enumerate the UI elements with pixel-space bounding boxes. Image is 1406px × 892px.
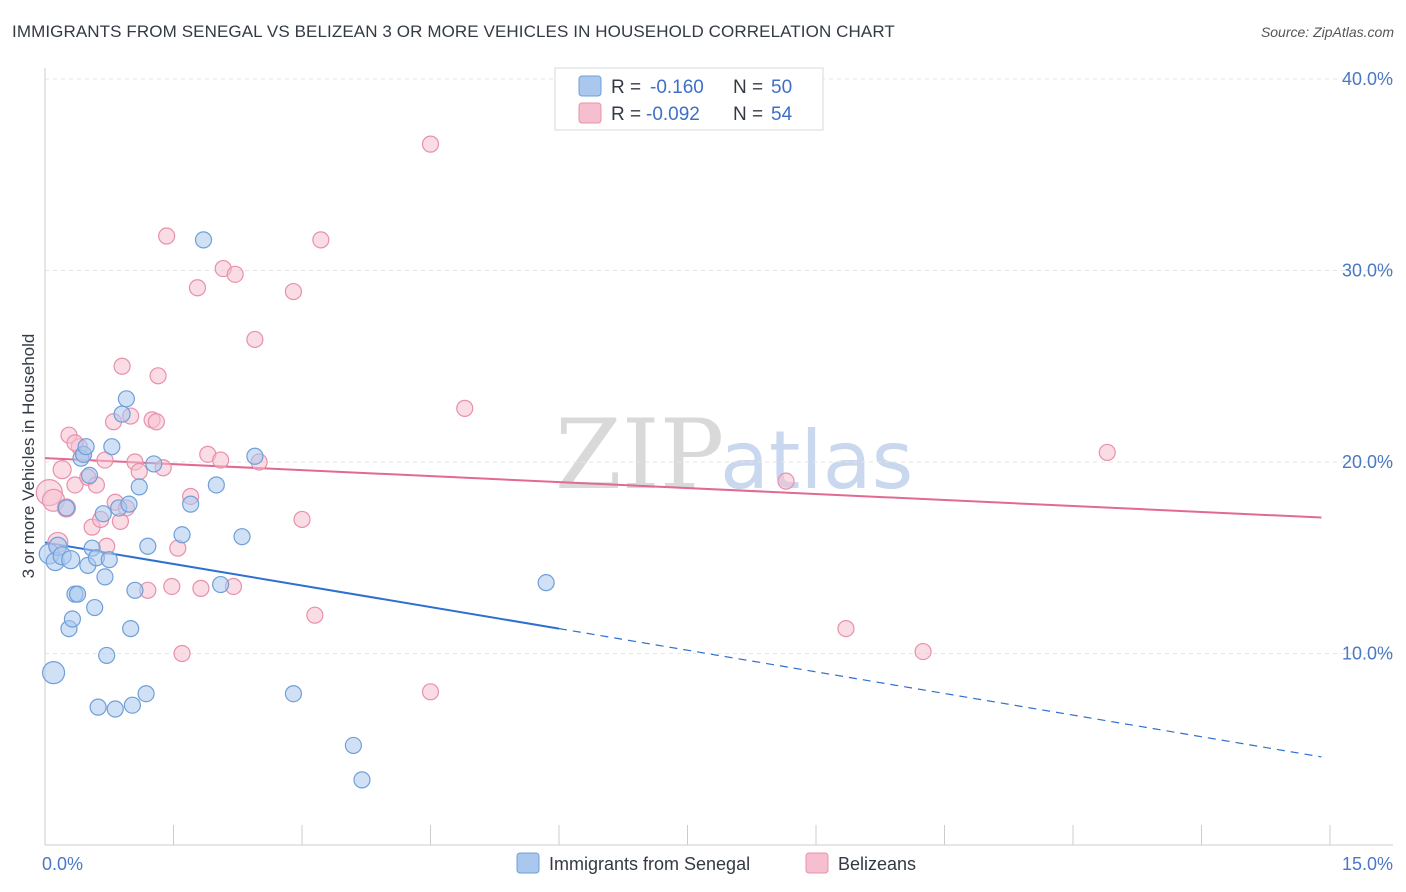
point-blue-20	[94, 505, 112, 523]
point-pink-52	[147, 413, 165, 431]
point-blue-32	[126, 581, 144, 599]
point-pink-13	[96, 451, 114, 469]
point-blue-44	[284, 685, 303, 703]
point-pink-3	[52, 460, 72, 480]
point-blue-46	[353, 771, 371, 789]
point-pink-22	[130, 462, 148, 481]
point-blue-41	[212, 575, 230, 594]
axes	[44, 68, 1393, 846]
point-blue-39	[194, 231, 213, 249]
point-blue-27	[113, 405, 131, 423]
bottom-legend-swatch-senegal	[516, 852, 540, 874]
point-pink-42	[293, 510, 311, 529]
legend-n-value-belizeans: 54	[771, 104, 793, 125]
trend-line-extension-0	[558, 628, 1322, 758]
point-blue-22	[98, 646, 116, 665]
legend-box: R = -0.160 N = 50 R = -0.092 N = 54	[554, 67, 824, 131]
point-blue-5	[57, 499, 76, 517]
x-tick-label-min: 0.0%	[42, 854, 83, 874]
y-tick-labels: 10.0% 20.0% 30.0% 40.0%	[1342, 69, 1393, 664]
point-pink-33	[192, 579, 210, 597]
x-tick-label-max: 15.0%	[1342, 854, 1393, 874]
point-pink-48	[777, 472, 795, 490]
point-pink-47	[456, 399, 474, 417]
point-blue-25	[106, 700, 124, 718]
point-blue-33	[130, 478, 148, 496]
point-blue-23	[100, 551, 118, 569]
point-blue-30	[122, 620, 140, 638]
point-pink-25	[149, 367, 167, 385]
legend-r-value-senegal: -0.160	[650, 77, 704, 98]
watermark-atlas: atlas	[720, 414, 913, 507]
point-blue-34	[137, 685, 155, 703]
point-pink-41	[284, 282, 303, 301]
point-pink-35	[212, 451, 230, 469]
y-axis-title: 3 or more Vehicles in Household	[19, 334, 38, 579]
y-tick-label-2: 30.0%	[1342, 261, 1393, 281]
point-pink-27	[158, 227, 176, 245]
legend-n-label-senegal: N =	[733, 77, 763, 98]
point-blue-19	[89, 698, 107, 716]
point-pink-32	[188, 279, 207, 297]
grid-lines	[45, 78, 1393, 654]
chart-source: Source: ZipAtlas.com	[1260, 24, 1394, 40]
senegal-points	[38, 231, 555, 789]
legend-r-label-belizeans: R =	[611, 104, 641, 125]
legend-n-label-belizeans: N =	[733, 104, 763, 125]
point-blue-13	[77, 438, 95, 456]
point-pink-51	[1098, 443, 1116, 462]
point-blue-29	[120, 495, 138, 513]
point-blue-42	[233, 528, 251, 546]
point-blue-15	[80, 466, 99, 485]
point-blue-36	[145, 455, 163, 473]
point-pink-45	[421, 135, 440, 153]
point-pink-30	[173, 644, 191, 663]
point-blue-6	[61, 550, 81, 570]
point-blue-8	[63, 610, 82, 628]
bottom-legend-label-belizeans: Belizeans	[838, 854, 916, 874]
trend-line-0	[44, 541, 560, 630]
bottom-legend: Immigrants from Senegal Belizeans	[516, 852, 916, 874]
point-pink-6	[66, 476, 84, 494]
y-tick-label-0: 10.0%	[1342, 644, 1393, 664]
point-pink-28	[163, 577, 181, 596]
y-tick-label-3: 40.0%	[1342, 69, 1393, 89]
point-pink-50	[914, 642, 932, 661]
point-pink-37	[226, 265, 244, 283]
point-pink-49	[837, 620, 855, 638]
bottom-legend-label-senegal: Immigrants from Senegal	[549, 854, 750, 874]
point-blue-35	[139, 537, 157, 555]
point-blue-1	[41, 661, 66, 685]
point-pink-46	[421, 683, 440, 701]
point-blue-43	[246, 447, 264, 465]
point-blue-45	[344, 736, 362, 755]
point-blue-40	[207, 476, 225, 494]
point-blue-47	[537, 574, 555, 592]
y-tick-label-1: 20.0%	[1342, 452, 1393, 472]
legend-n-value-senegal: 50	[771, 77, 792, 98]
point-blue-21	[96, 568, 114, 586]
legend-swatch-senegal	[578, 75, 602, 97]
point-pink-44	[312, 231, 330, 249]
point-blue-37	[173, 526, 191, 544]
point-pink-43	[306, 606, 324, 624]
point-blue-17	[86, 598, 104, 617]
legend-swatch-belizeans	[578, 102, 602, 124]
point-blue-28	[117, 390, 135, 408]
watermark-zip: ZIP	[555, 399, 724, 511]
point-pink-18	[113, 357, 131, 375]
bottom-legend-swatch-belizeans	[805, 852, 829, 874]
point-blue-38	[182, 495, 200, 513]
chart-title: IMMIGRANTS FROM SENEGAL VS BELIZEAN 3 OR…	[12, 22, 895, 41]
legend-r-value-belizeans: -0.092	[646, 104, 700, 125]
point-pink-39	[246, 330, 264, 349]
point-blue-31	[123, 696, 141, 714]
point-blue-10	[68, 585, 87, 603]
point-blue-24	[103, 438, 121, 456]
x-ticks	[173, 825, 1331, 845]
legend-r-label-senegal: R =	[611, 77, 641, 98]
